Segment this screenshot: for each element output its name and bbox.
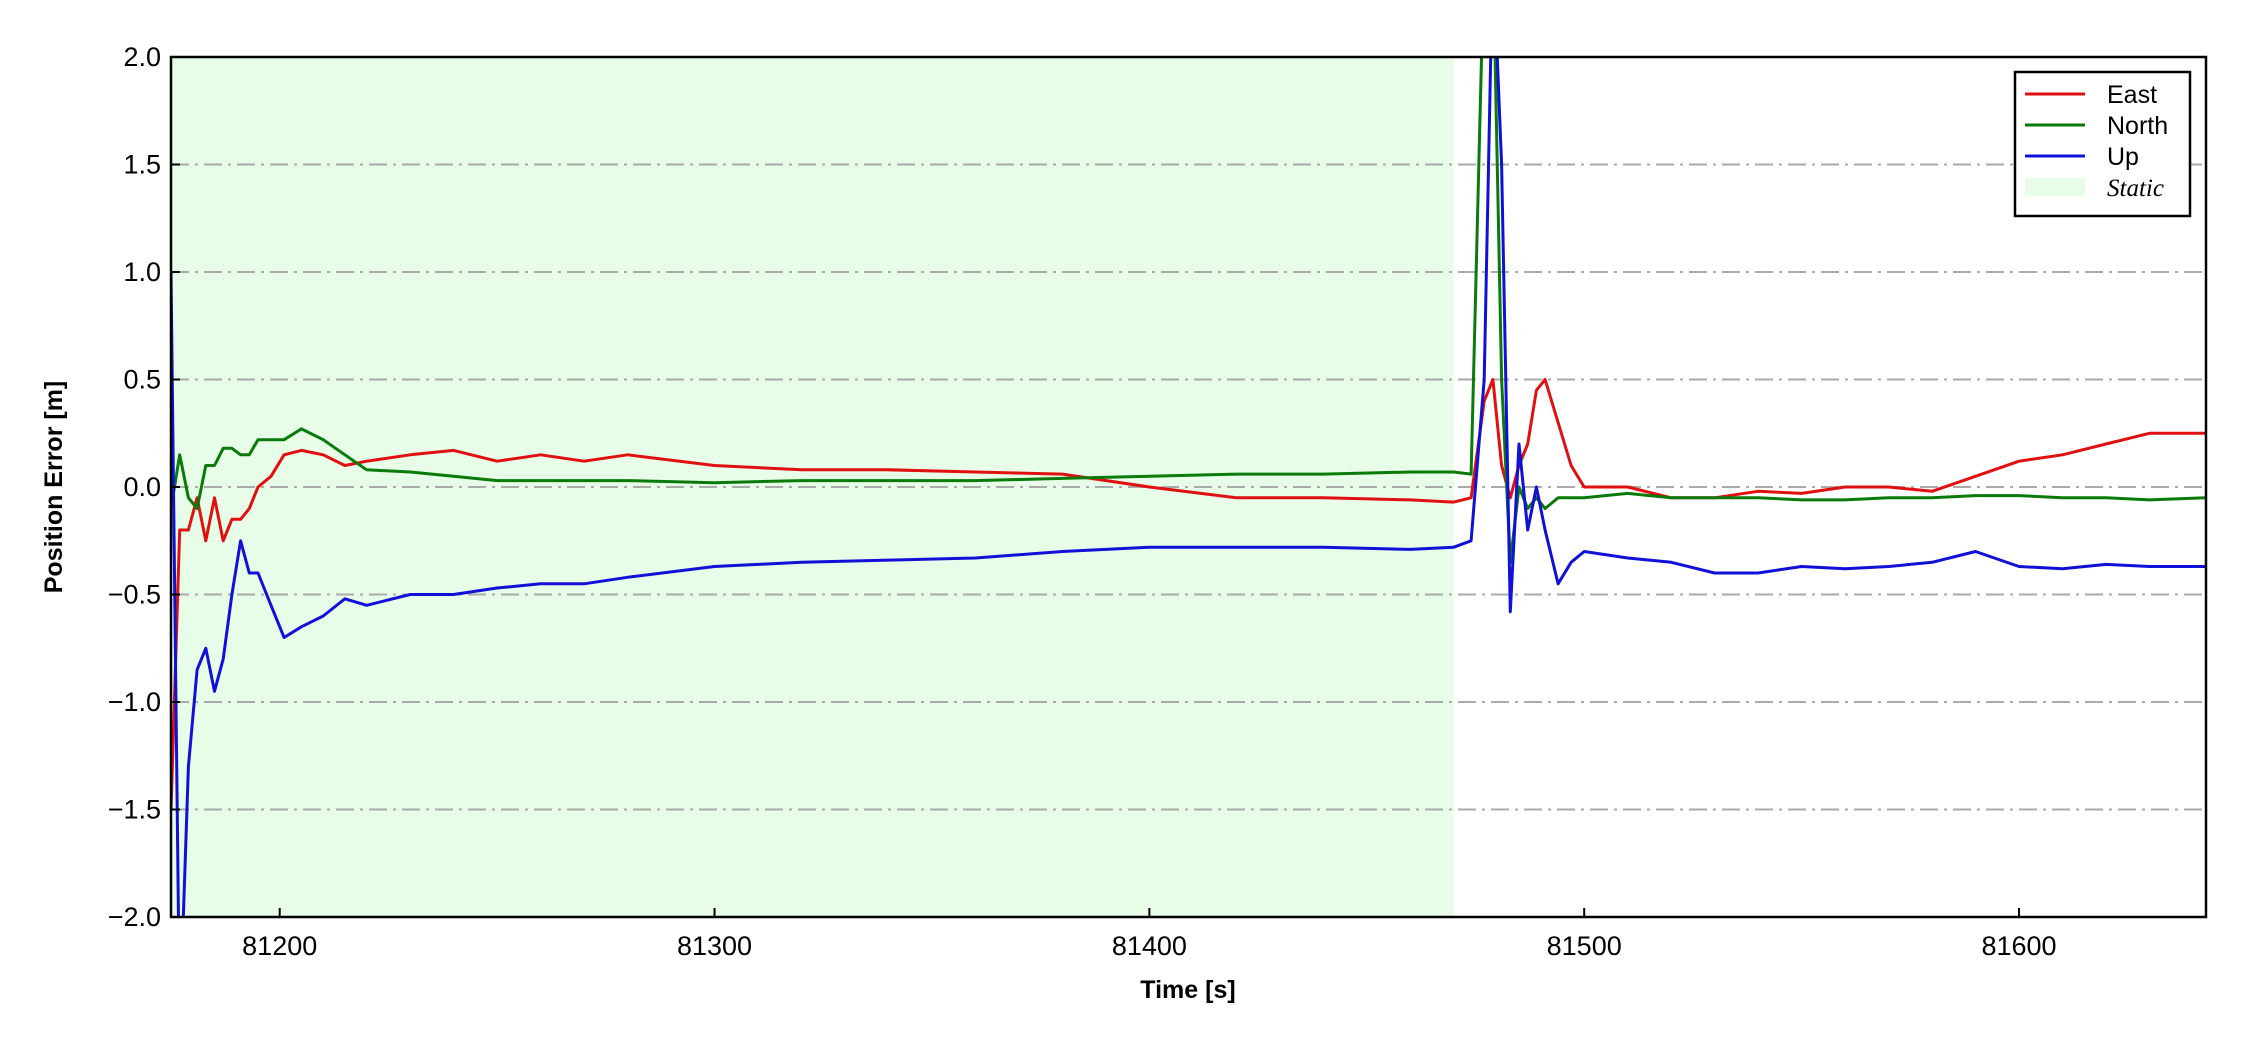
x-tick-label: 81200: [242, 931, 317, 961]
y-tick-label: 0.5: [123, 365, 161, 395]
legend: East North Up Static: [2013, 70, 2192, 218]
y-tick-label: −1.0: [108, 687, 161, 717]
legend-label: East: [2107, 81, 2157, 109]
series-line: [171, 57, 2206, 917]
series-line: [171, 57, 2206, 564]
y-tick-label: 1.5: [123, 150, 161, 180]
x-tick-label: 81400: [1112, 931, 1187, 961]
x-tick-label: 81600: [1981, 931, 2056, 961]
y-tick-label: −2.0: [108, 902, 161, 932]
legend-label: North: [2107, 112, 2168, 140]
y-tick-label: −0.5: [108, 580, 161, 610]
legend-label: Static: [2107, 175, 2164, 202]
x-tick-label: 81300: [677, 931, 752, 961]
y-tick-label: 0.0: [123, 472, 161, 502]
x-axis-label: Time [s]: [1140, 976, 1235, 1004]
legend-swatch: [2025, 178, 2085, 196]
y-tick-label: 2.0: [123, 42, 161, 72]
y-axis-label: Position Error [m]: [40, 381, 68, 594]
series-line: [171, 378, 2206, 810]
y-tick-label: 1.0: [123, 257, 161, 287]
y-tick-label: −1.5: [108, 795, 161, 825]
x-tick-label: 81500: [1547, 931, 1622, 961]
legend-label: Up: [2107, 143, 2139, 171]
ticks: −2.0 −1.5 −1.0 −0.5 0.0 0.5 1.0 1.5 2.0 81200 8130…: [108, 42, 2057, 961]
lines: [171, 57, 2206, 917]
